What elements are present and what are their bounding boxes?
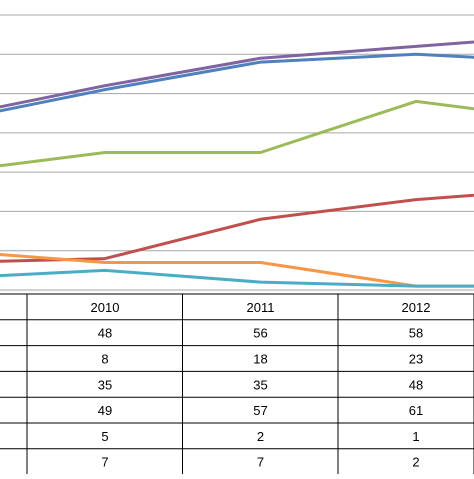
table-cell: 35 (98, 377, 112, 392)
table-header-cell: 2010 (91, 300, 120, 315)
table-cell: 18 (253, 352, 267, 367)
table-cell: 35 (253, 377, 267, 392)
series-line-4 (0, 193, 474, 263)
series-line-2 (0, 52, 474, 113)
series-line-1 (0, 40, 474, 109)
table-cell: 57 (253, 403, 267, 418)
table-cell: 7 (257, 455, 264, 470)
table-header-cell: 2011 (247, 300, 275, 315)
table-cell: 5 (101, 429, 108, 444)
table-cell: 48 (409, 377, 423, 392)
series-line-3 (0, 99, 474, 168)
table-header-cell: 2012 (402, 300, 431, 315)
table-cell: 2 (257, 429, 264, 444)
table-cell: 7 (101, 455, 108, 470)
table-cell: 1 (412, 429, 419, 444)
table-cell: 8 (101, 352, 108, 367)
table-cell: 56 (253, 326, 267, 341)
table-cell: 23 (409, 352, 423, 367)
table-cell: 48 (98, 326, 112, 341)
table-cell: 2 (412, 455, 419, 470)
table-cell: 49 (98, 403, 112, 418)
data-table: 2010 2011 2012 48 56 58 8 18 23 35 35 48 49 57 61 5 2 1 7 7… (0, 293, 474, 476)
table-cell: 58 (409, 326, 423, 341)
series-line-6 (0, 268, 474, 288)
series-lines (0, 40, 474, 288)
table-cell: 61 (409, 403, 423, 418)
